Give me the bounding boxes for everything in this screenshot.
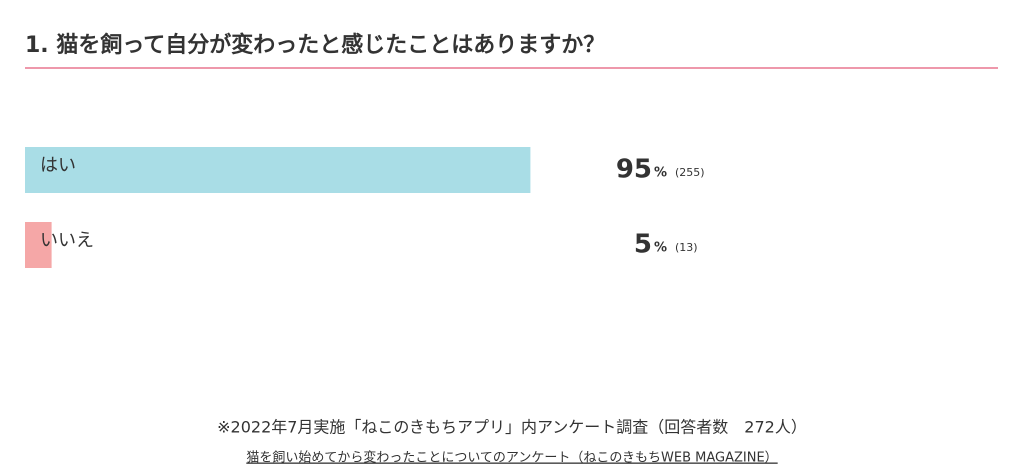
unit-label: % bbox=[654, 241, 667, 256]
chart-title: 1. 猫を飼って自分が変わったと感じたことはありますか？ bbox=[25, 32, 605, 58]
category-label: いいえ bbox=[40, 230, 94, 251]
unit-label: % bbox=[654, 166, 667, 181]
bar bbox=[25, 222, 52, 268]
source-link[interactable]: 猫を飼い始めてから変わったことについてのアンケート（ねこのきもちWEB MAGA… bbox=[246, 450, 777, 466]
count-label: (13) bbox=[675, 241, 698, 254]
category-label: はい bbox=[40, 155, 76, 176]
count-label: (255) bbox=[675, 166, 705, 179]
bar bbox=[25, 147, 531, 193]
value-label: 95 bbox=[616, 155, 652, 185]
footnote: ※2022年7月実施「ねこのきもちアプリ」内アンケート調査（回答者数 272人） bbox=[217, 418, 807, 437]
value-label: 5 bbox=[634, 230, 652, 260]
